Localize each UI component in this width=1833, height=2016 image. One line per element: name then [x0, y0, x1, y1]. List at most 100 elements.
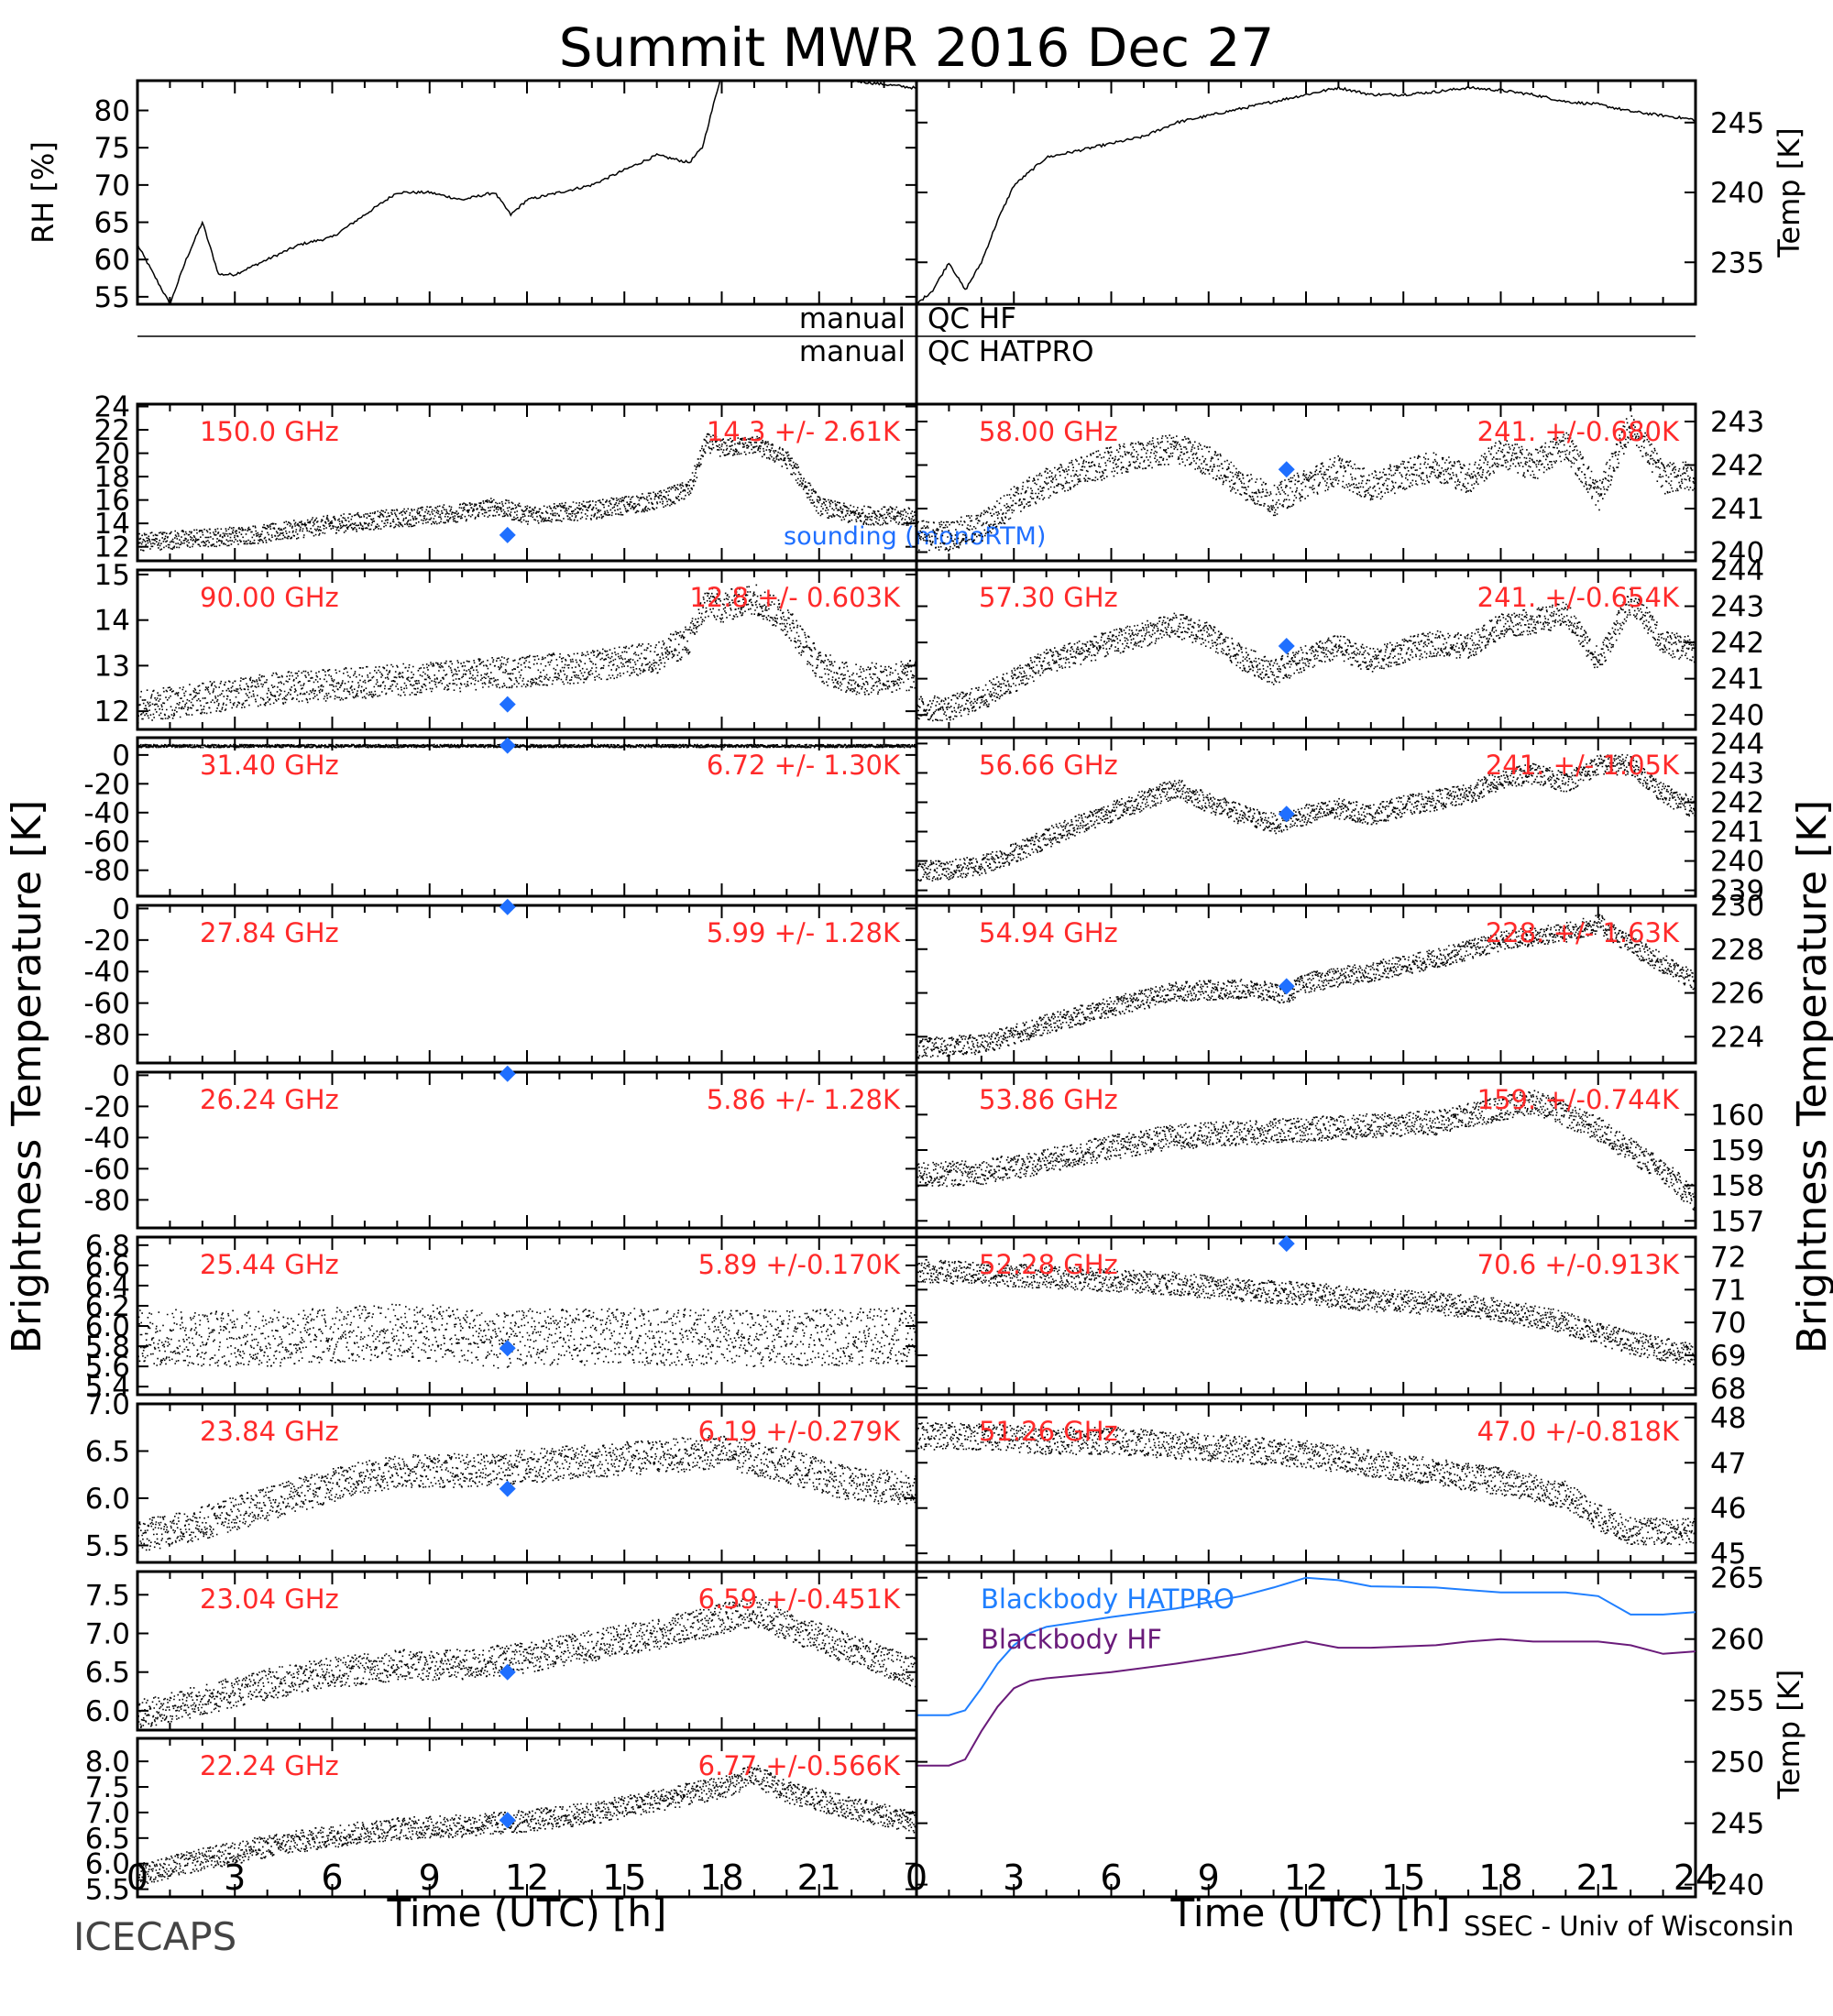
y-tick-label: 60 [94, 244, 130, 277]
y-tick-label: 242 [1710, 627, 1764, 660]
data-points [137, 584, 916, 724]
y-tick-label: 8.0 [85, 1746, 130, 1779]
sounding-marker [499, 1812, 516, 1829]
y-tick-label: 6.4 [85, 1270, 130, 1303]
panel-plot [916, 408, 1696, 552]
y-tick-label: 6.0 [85, 1483, 130, 1516]
sounding-marker [1278, 1235, 1295, 1253]
qc-hatpro-left: manual [799, 335, 906, 368]
panel-plot [137, 1435, 916, 1553]
panel-plot [137, 1303, 916, 1369]
y-tick-label: 75 [94, 132, 130, 165]
y-tick-label: 245 [1710, 1808, 1764, 1841]
y-tick-label: 6.0 [85, 1310, 130, 1343]
y-tick-label: 235 [1710, 247, 1764, 279]
panel-ch2544: 5.45.65.86.06.26.46.66.8 25.44 GHz 5.89 +/… [85, 1230, 918, 1404]
y-tick-label: -80 [83, 1019, 130, 1052]
y-tick-label: 6.8 [85, 1230, 130, 1263]
y-tick-label: -40 [83, 797, 130, 830]
y-tick-label: 255 [1710, 1685, 1764, 1718]
channel-stat: 47.0 +/-0.818K [1477, 1416, 1680, 1447]
data-points [916, 408, 1696, 552]
panel-ch5126: 45 46 47 48 51.26 GHz 47.0 +/-0.818K [915, 1402, 1746, 1571]
y-tick-label: 24 [94, 391, 130, 424]
panel-y-label: Temp [K] [1772, 127, 1806, 257]
panel-ch2384: 5.5 6.0 6.5 7.0 23.84 GHz 6.19 +/-0.279K [85, 1388, 918, 1564]
series-line [916, 1576, 1696, 1716]
channel-stat: 6.77 +/-0.566K [698, 1750, 901, 1781]
x-tick-label: 21 [797, 1857, 841, 1898]
panel-y-label: Temp [K] [1772, 1670, 1806, 1800]
y-tick-label: 226 [1710, 978, 1764, 1011]
sounding-marker [499, 1065, 516, 1082]
y-tick-label: 6.5 [85, 1823, 130, 1856]
y-tick-label: 46 [1710, 1493, 1746, 1526]
sounding-marker [499, 737, 516, 754]
y-tick-label: 244 [1710, 554, 1764, 587]
y-tick-label: 159 [1710, 1134, 1764, 1167]
sounding-marker [499, 1480, 516, 1497]
panel-blackbody: 240 245 250 255 260 265 Temp [K] Blackbody HATP… [915, 1562, 1806, 1902]
channel-label: 150.0 GHz [200, 416, 339, 447]
x-tick-label: 3 [224, 1857, 246, 1898]
channel-label: 53.86 GHz [979, 1084, 1118, 1115]
y-tick-label: 0 [112, 740, 130, 772]
channel-stat: 241. +/- 1.05K [1486, 750, 1680, 781]
y-tick-label: 239 [1710, 875, 1764, 908]
sounding-note: sounding (monoRTM) [784, 522, 1046, 551]
y-tick-label: 240 [1710, 1869, 1764, 1902]
y-tick-label: 242 [1710, 786, 1764, 819]
sounding-marker [499, 526, 516, 543]
y-tick-label: 265 [1710, 1562, 1764, 1595]
panel-plot [137, 584, 916, 724]
data-points [916, 1421, 1696, 1546]
channel-stat: 5.89 +/-0.170K [698, 1249, 901, 1280]
y-tick-label: -40 [83, 1122, 130, 1155]
y-tick-label: 240 [1710, 846, 1764, 879]
y-tick-label: 5.4 [85, 1371, 130, 1404]
panel-ch2224: 5.56.06.57.07.58.0 22.24 GHz 6.77 +/-0.566… [85, 1737, 918, 1907]
y-tick-label: 245 [1710, 107, 1764, 140]
y-tick-label: 7.0 [85, 1388, 130, 1421]
legend-entry: Blackbody HF [981, 1624, 1162, 1655]
panel-plot [137, 81, 916, 304]
data-points [137, 433, 916, 552]
y-tick-label: 5.6 [85, 1351, 130, 1384]
channel-label: 52.28 GHz [979, 1249, 1118, 1280]
panel-ch2304: 6.0 6.5 7.0 7.5 23.04 GHz 6.59 +/-0.451K [85, 1570, 918, 1732]
sounding-marker [1278, 638, 1295, 655]
x-tick-label: 15 [1381, 1857, 1425, 1898]
qc-hatpro-right: QC HATPRO [927, 335, 1094, 368]
y-tick-label: 14 [94, 508, 130, 541]
data-points [916, 1259, 1696, 1365]
y-tick-label: 6.6 [85, 1250, 130, 1283]
y-tick-label: 241 [1710, 816, 1764, 849]
x-tick-label: 9 [419, 1857, 441, 1898]
channel-label: 51.26 GHz [979, 1416, 1118, 1447]
x-tick-label: 6 [1100, 1857, 1122, 1898]
y-tick-label: 72 [1710, 1242, 1746, 1275]
y-tick-label: 71 [1710, 1274, 1746, 1307]
y-tick-label: 0 [112, 1059, 130, 1092]
sounding-marker [499, 898, 516, 915]
y-tick-label: 230 [1710, 890, 1764, 923]
y-tick-label: 5.5 [85, 1529, 130, 1562]
y-tick-label: 69 [1710, 1340, 1746, 1373]
channel-label: 23.84 GHz [200, 1416, 339, 1447]
y-tick-label: 6.0 [85, 1695, 130, 1728]
y-tick-label: 6.5 [85, 1435, 130, 1468]
y-tick-label: 241 [1710, 493, 1764, 526]
channel-label: 56.66 GHz [979, 750, 1118, 781]
y-tick-label: 13 [94, 650, 130, 683]
data-points [137, 743, 916, 749]
channel-label: 54.94 GHz [979, 917, 1118, 948]
panel-plot [916, 84, 1696, 304]
y-tick-label: 243 [1710, 406, 1764, 439]
y-tick-label: 5.8 [85, 1331, 130, 1364]
x-tick-label: 18 [1478, 1857, 1522, 1898]
channel-label: 57.30 GHz [979, 582, 1118, 613]
y-tick-label: 65 [94, 207, 130, 240]
sounding-marker [499, 1663, 516, 1681]
